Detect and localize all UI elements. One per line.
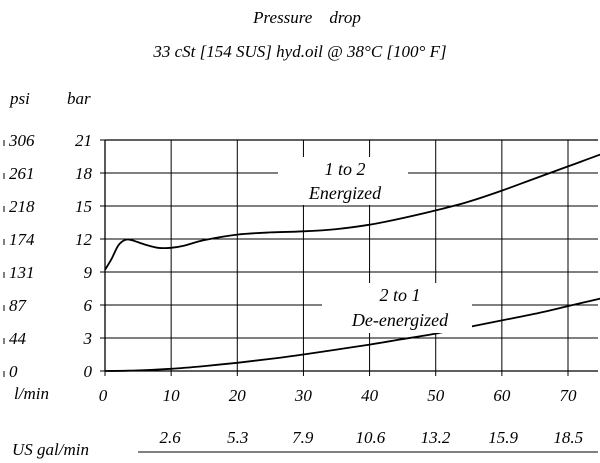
y-tick-bar: 12	[75, 230, 93, 249]
y-tick-bar: 0	[84, 362, 93, 381]
x-unit-galmin: US gal/min	[12, 440, 89, 459]
x-tick-lmin: 70	[560, 386, 578, 405]
x-tick-lmin: 60	[493, 386, 511, 405]
series-line	[104, 297, 600, 372]
curve-label-line1: 1 to 2	[324, 159, 365, 179]
y-unit-psi: psi	[9, 89, 30, 108]
x-tick-galmin: 5.3	[227, 428, 248, 447]
curve-label-line2: De-energized	[351, 310, 449, 330]
x-unit-lmin: l/min	[14, 384, 49, 403]
x-tick-galmin: 2.6	[159, 428, 181, 447]
x-tick-galmin: 7.9	[292, 428, 314, 447]
y-tick-bar: 6	[84, 296, 93, 315]
x-tick-lmin: 20	[229, 386, 247, 405]
curve-label-line2: Energized	[308, 183, 382, 203]
y-tick-bar: 21	[75, 131, 92, 150]
x-tick-lmin: 40	[361, 386, 379, 405]
y-tick-psi: 218	[9, 197, 35, 216]
x-tick-galmin: 15.9	[488, 428, 518, 447]
x-tick-galmin: 10.6	[356, 428, 386, 447]
y-tick-bar: 3	[83, 329, 93, 348]
x-tick-galmin: 13.2	[421, 428, 451, 447]
curve-label-bg	[322, 283, 472, 333]
curve-labels: 1 to 2 Energized 2 to 1 De-energized	[278, 157, 472, 333]
y-unit-bar: bar	[67, 89, 91, 108]
chart-subtitle: 33 cSt [154 SUS] hyd.oil @ 38°C [100° F]	[152, 42, 446, 61]
y-tick-psi: 44	[9, 329, 27, 348]
grid	[3, 139, 598, 453]
y-tick-bar: 9	[84, 263, 93, 282]
x-tick-lmin: 50	[427, 386, 445, 405]
y-tick-bar: 18	[75, 164, 93, 183]
x-tick-galmin: 18.5	[553, 428, 583, 447]
y-tick-psi: 87	[9, 296, 28, 315]
y-tick-psi: 131	[9, 263, 35, 282]
curve-label-bg	[278, 157, 408, 205]
curves	[104, 153, 600, 372]
x-tick-lmin: 30	[294, 386, 313, 405]
x-tick-lmin: 10	[163, 386, 181, 405]
chart-title: Pressure drop	[252, 8, 361, 27]
y-tick-bar: 15	[75, 197, 92, 216]
y-tick-psi: 306	[8, 131, 35, 150]
curve-label-line1: 2 to 1	[379, 285, 420, 305]
y-tick-psi: 174	[9, 230, 35, 249]
x-tick-lmin: 0	[99, 386, 108, 405]
y-tick-psi: 0	[9, 362, 18, 381]
y-tick-psi: 261	[9, 164, 35, 183]
series-line	[104, 153, 600, 271]
